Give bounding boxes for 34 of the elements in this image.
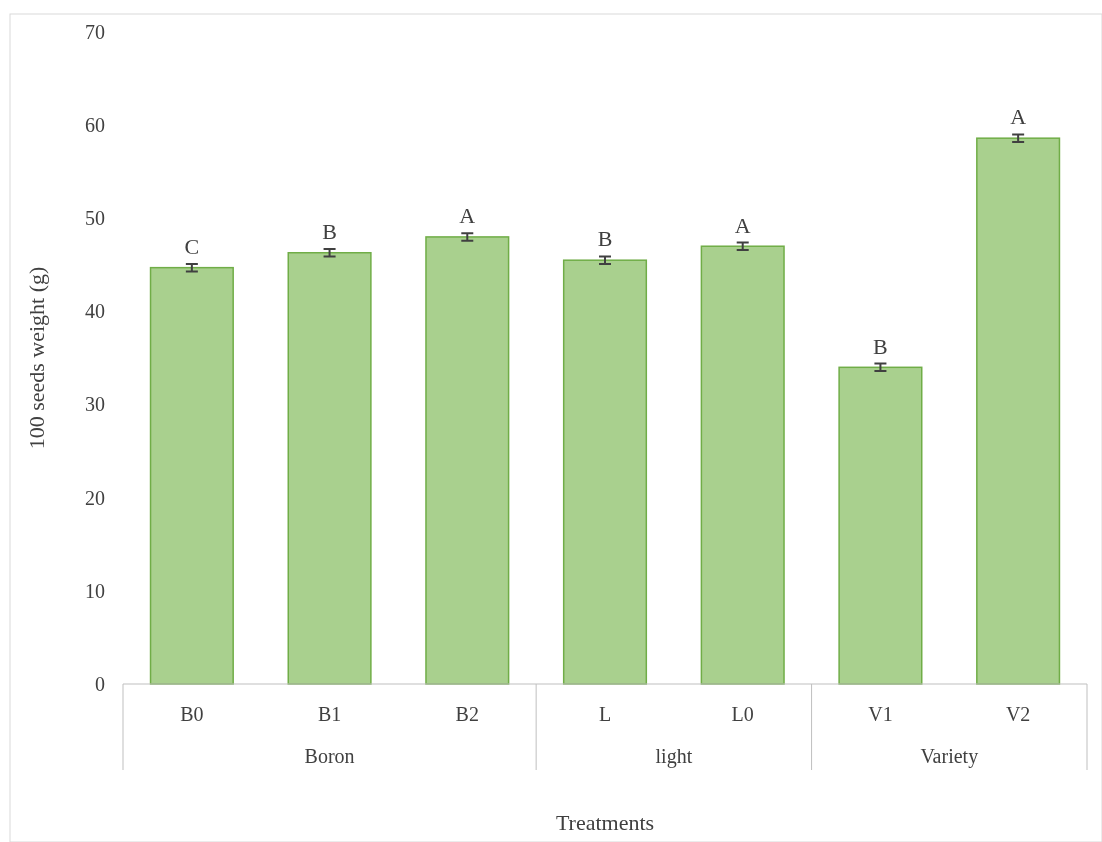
- x-tick-label: L: [598, 703, 612, 725]
- y-tick-label: 50: [85, 207, 105, 230]
- annotation: B: [597, 226, 613, 252]
- bar: [562, 259, 648, 685]
- annotation: B: [322, 219, 337, 245]
- x-tick-label: L0: [731, 703, 754, 725]
- y-tick-label: 0: [95, 672, 105, 695]
- y-axis-title: 100 seeds weight (g): [24, 266, 49, 450]
- x-axis-title: Treatments: [555, 810, 655, 835]
- text: light: [655, 745, 693, 768]
- text: Variety: [920, 745, 979, 768]
- x-tick-label: B2: [455, 703, 479, 725]
- bar: [425, 236, 510, 685]
- x-tick-label: B1: [317, 703, 342, 725]
- y-tick-label: 30: [85, 393, 105, 416]
- annotation: A: [1010, 104, 1027, 130]
- y-tick-label: 20: [85, 486, 105, 509]
- annotation: A: [734, 212, 751, 238]
- annotation: C: [184, 233, 200, 259]
- bar: [976, 137, 1061, 685]
- x-tick-label: V2: [1005, 703, 1031, 725]
- x-tick-label: B0: [180, 703, 204, 725]
- bar: [838, 366, 923, 685]
- y-tick-label: 70: [85, 20, 105, 43]
- annotation: A: [459, 203, 476, 229]
- bar: [287, 252, 372, 685]
- bar: [700, 245, 785, 685]
- y-tick-label: 40: [85, 300, 105, 323]
- y-tick-label: 60: [85, 114, 105, 137]
- y-tick-label: 10: [85, 579, 105, 602]
- text: Boron: [304, 745, 355, 767]
- x-tick-label: V1: [868, 703, 893, 725]
- bar: [149, 266, 234, 685]
- annotation: B: [873, 333, 888, 359]
